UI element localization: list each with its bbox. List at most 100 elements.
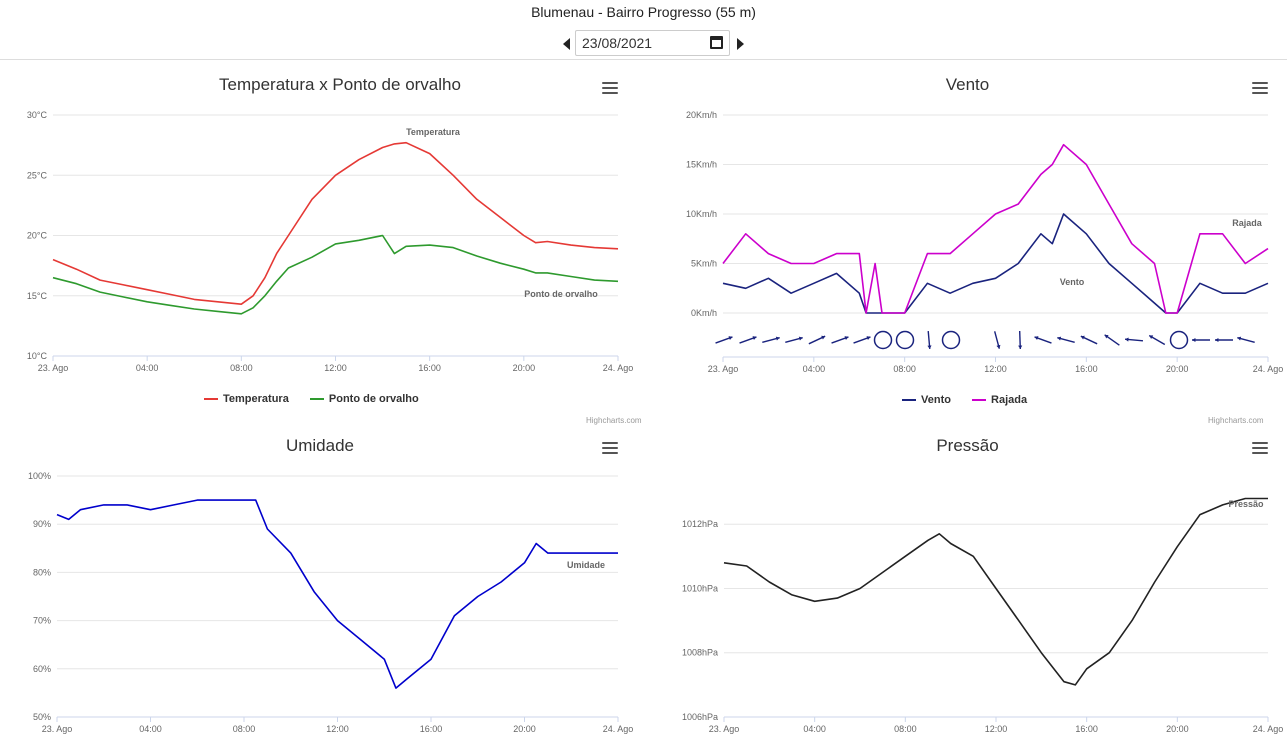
x-tick-label: 12:00	[324, 363, 347, 373]
series-annotation: Ponto de orvalho	[524, 289, 598, 299]
previous-day-button[interactable]	[563, 38, 570, 50]
y-tick-label: 10Km/h	[686, 209, 717, 219]
temp-chart: 30°C 25°C 20°C 15°C 10°C 23. Ago 04:00 08:00 12:…	[27, 110, 634, 373]
vento-chart-credits[interactable]: Highcharts.com	[1208, 416, 1264, 425]
legend-line-icon	[902, 399, 916, 402]
y-tick-label: 0Km/h	[691, 308, 717, 318]
y-tick-label: 15°C	[27, 291, 48, 301]
series-line-rajada	[722, 143, 1269, 314]
x-tick-label: 04:00	[803, 364, 826, 374]
temp-chart-menu-icon[interactable]	[602, 82, 618, 96]
wind-arrowhead-icon	[1149, 335, 1154, 339]
legend-item-ponto-orvalho[interactable]: Ponto de orvalho	[309, 393, 419, 405]
x-tick-label: 04:00	[803, 724, 826, 734]
temp-chart-credits[interactable]: Highcharts.com	[586, 416, 642, 425]
legend-label: Rajada	[991, 394, 1028, 406]
x-tick-label: 24. Ago	[1253, 724, 1284, 734]
calm-circle-icon	[873, 330, 893, 350]
vento-chart-menu-icon[interactable]	[1252, 82, 1268, 96]
x-tick-label: 24. Ago	[603, 363, 634, 373]
legend-line-icon	[204, 398, 218, 401]
wind-arrowhead-icon	[996, 344, 1001, 349]
y-tick-label: 20Km/h	[686, 110, 717, 120]
x-tick-label: 23. Ago	[709, 724, 740, 734]
series-line-temperatura	[52, 141, 619, 305]
y-tick-label: 1006hPa	[682, 712, 718, 722]
wind-arrowhead-icon	[1018, 345, 1023, 349]
y-tick-label: 50%	[33, 712, 51, 722]
y-tick-label: 10°C	[27, 351, 48, 361]
wind-arrowhead-icon	[1057, 336, 1062, 341]
x-tick-label: 12:00	[326, 724, 349, 734]
umidade-chart: 100% 90% 80% 70% 60% 50% 23. Ago 04:00 08:00 12:0…	[28, 471, 634, 734]
series-line-umidade	[56, 499, 618, 689]
umidade-chart-menu-icon[interactable]	[602, 442, 618, 456]
x-tick-label: 08:00	[894, 724, 917, 734]
wind-arrowhead-icon	[927, 345, 932, 349]
y-tick-label: 1008hPa	[682, 648, 718, 658]
x-tick-label: 08:00	[230, 363, 253, 373]
pressao-chart-title: Pressão	[936, 436, 999, 455]
wind-arrowhead-icon	[844, 336, 849, 341]
y-tick-label: 70%	[33, 616, 51, 626]
y-tick-label: 1010hPa	[682, 583, 718, 593]
y-tick-label: 80%	[33, 567, 51, 577]
x-tick-label: 20:00	[1166, 364, 1189, 374]
x-tick-label: 16:00	[420, 724, 443, 734]
legend-item-temperatura[interactable]: Temperatura	[204, 393, 289, 405]
pressao-chart-menu-icon[interactable]	[1252, 442, 1268, 456]
x-tick-label: 12:00	[985, 724, 1008, 734]
legend-label: Vento	[921, 394, 951, 406]
y-tick-label: 5Km/h	[691, 259, 717, 269]
wind-arrowhead-icon	[1215, 337, 1219, 343]
series-annotation: Pressão	[1228, 499, 1264, 509]
wind-arrowhead-icon	[1104, 334, 1109, 339]
vento-chart-legend: Vento Rajada	[893, 394, 1036, 406]
calendar-icon[interactable]	[710, 36, 723, 49]
y-tick-label: 60%	[33, 664, 51, 674]
vento-chart-title: Vento	[945, 75, 990, 94]
umidade-chart-title: Umidade	[285, 436, 355, 455]
wind-arrowhead-icon	[1080, 335, 1085, 340]
calm-circle-icon	[941, 330, 961, 350]
temp-chart-title: Temperatura x Ponto de orvalho	[219, 75, 461, 94]
x-tick-label: 20:00	[1166, 724, 1189, 734]
x-tick-label: 23. Ago	[42, 724, 73, 734]
series-annotation: Vento	[1060, 277, 1085, 287]
y-tick-label: 100%	[28, 471, 51, 481]
y-tick-label: 20°C	[27, 231, 48, 241]
x-tick-label: 20:00	[513, 363, 536, 373]
legend-item-vento[interactable]: Vento	[902, 394, 951, 406]
date-value: 23/08/2021	[582, 35, 653, 51]
y-tick-label: 1012hPa	[682, 519, 718, 529]
x-tick-label: 04:00	[139, 724, 162, 734]
wind-arrowhead-icon	[1237, 336, 1242, 341]
vento-chart: 20Km/h 15Km/h 10Km/h 5Km/h 0Km/h 23. Ago 04:00…	[686, 110, 1284, 374]
wind-arrowhead-icon	[752, 336, 757, 341]
x-tick-label: 24. Ago	[1253, 364, 1284, 374]
x-tick-label: 20:00	[513, 724, 536, 734]
calm-circle-icon	[1169, 330, 1189, 350]
date-input[interactable]: 23/08/2021	[575, 30, 730, 56]
series-line-pressão	[723, 497, 1268, 686]
next-day-button[interactable]	[737, 38, 744, 50]
legend-label: Ponto de orvalho	[328, 393, 419, 405]
wind-arrowhead-icon	[798, 336, 803, 341]
legend-line-icon	[972, 399, 987, 402]
temp-chart-legend: Temperatura Ponto de orvalho	[195, 393, 428, 405]
series-annotation: Umidade	[567, 560, 605, 570]
legend-item-rajada[interactable]: Rajada	[972, 394, 1027, 406]
station-title: Blumenau - Bairro Progresso (55 m)	[531, 4, 756, 20]
series-line-ponto-de-orvalho	[52, 234, 619, 315]
x-tick-label: 04:00	[136, 363, 159, 373]
x-tick-label: 23. Ago	[708, 364, 739, 374]
wind-arrowhead-icon	[728, 336, 733, 341]
header-divider	[0, 59, 1287, 60]
y-tick-label: 90%	[33, 519, 51, 529]
wind-direction-row	[715, 330, 1255, 350]
y-tick-label: 25°C	[27, 170, 48, 180]
calm-circle-icon	[895, 330, 915, 350]
x-tick-label: 16:00	[1075, 724, 1098, 734]
x-tick-label: 24. Ago	[603, 724, 634, 734]
